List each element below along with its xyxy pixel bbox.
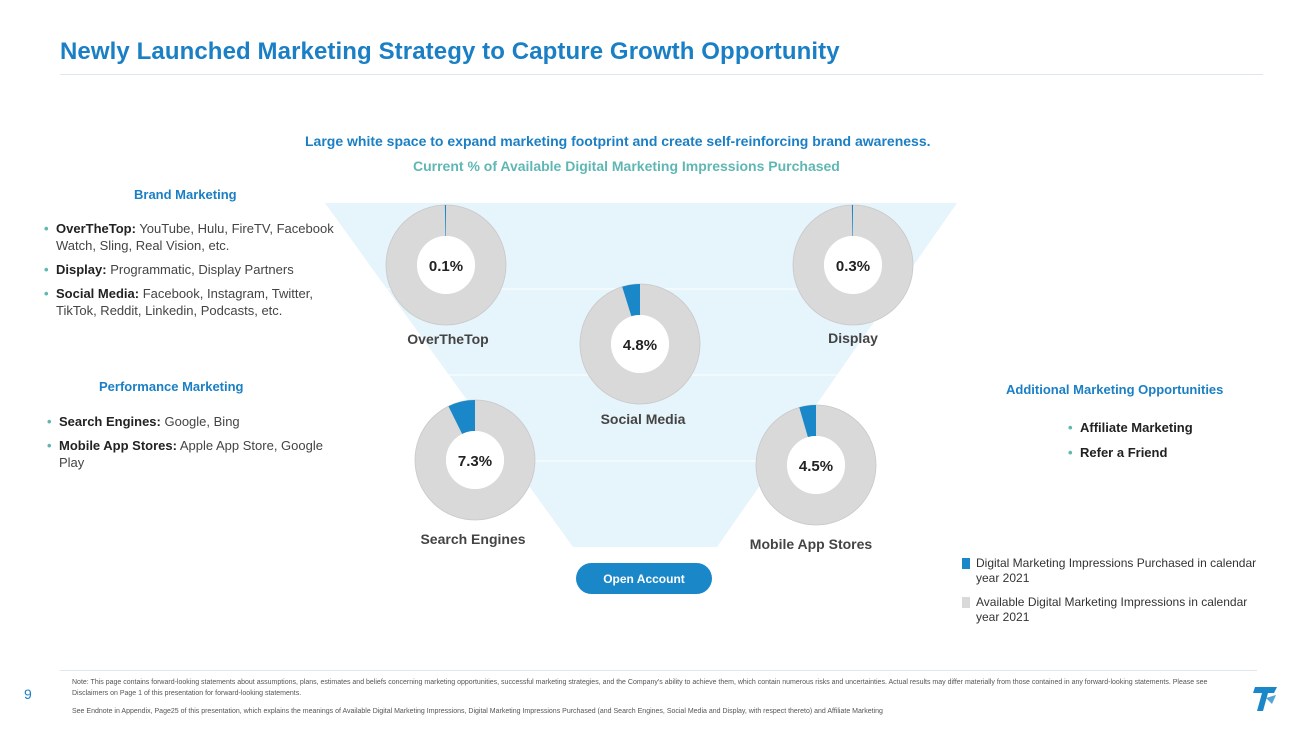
bullet-icon: • [47,414,52,429]
open-account-button[interactable]: Open Account [576,563,712,594]
donut-value-label: 4.8% [623,337,657,354]
available-slice [756,405,876,525]
available-slice [580,284,700,404]
donut-hole [611,315,669,373]
legend-swatch-purchased [962,558,970,569]
endnote: See Endnote in Appendix, Page25 of this … [72,708,883,715]
list-item: • Refer a Friend [1068,445,1168,460]
donut-hole [417,236,475,294]
disclaimer-note: Note: This page contains forward-looking… [72,679,1208,697]
legend-swatch-available [962,597,970,608]
donut-category-label: Mobile App Stores [750,536,873,552]
list-item: • Display: Programmatic, Display Partners [44,262,294,277]
performance-marketing-list: • Search Engines: Google, Bing • Mobile Ap… [47,413,337,478]
footer-divider [60,670,1257,671]
donut-hole [787,436,845,494]
list-item: • OverTheTop: YouTube, Hulu, FireTV, Face… [44,221,334,253]
title-divider [60,74,1263,75]
donut-mobile-app-stores: 4.5% Mobile App Stores [750,404,877,552]
legend-label: Available Digital Marketing Impressions … [976,595,1248,624]
list-item: • Social Media: Facebook, Instagram, Twit… [44,286,313,318]
donut-outline [414,399,536,521]
brand-marketing-title: Brand Marketing [134,187,237,202]
bullet-icon: • [1068,420,1073,435]
chart-headline: Large white space to expand marketing fo… [305,133,931,149]
funnel-shape [325,203,957,547]
list-item: • Affiliate Marketing [1068,420,1193,435]
donut-social-media: 4.8% Social Media [579,283,701,427]
legend-label: Digital Marketing Impressions Purchased … [976,556,1257,585]
brand-marketing-list: • OverTheTop: YouTube, Hulu, FireTV, Face… [44,220,344,326]
bullet-icon: • [1068,445,1073,460]
list-item: • Search Engines: Google, Bing [47,414,240,429]
donut-hole [824,236,882,294]
chart-subtitle: Current % of Available Digital Marketing… [413,158,840,174]
page-title: Newly Launched Marketing Strategy to Cap… [60,38,840,65]
donut-category-label: Search Engines [420,531,525,547]
additional-opportunities-list: • Affiliate Marketing • Refer a Friend [1068,419,1268,469]
donut-outline [792,204,914,326]
company-logo-icon [1253,687,1277,711]
donut-overthetop: 0.1% OverTheTop [385,204,507,347]
available-slice [415,400,535,520]
page-number: 9 [24,686,32,702]
donut-category-label: OverTheTop [407,331,488,347]
donut-value-label: 7.3% [458,453,492,470]
donut-category-label: Display [828,330,878,346]
available-slice [793,205,913,325]
additional-opportunities-title: Additional Marketing Opportunities [1006,382,1224,397]
purchased-slice [622,284,640,317]
donut-display: 0.3% Display [792,204,914,346]
available-slice [386,205,506,325]
bullet-icon: • [44,262,49,277]
donut-value-label: 0.1% [429,258,463,275]
purchased-slice [444,205,446,237]
purchased-slice [448,400,475,434]
bullet-icon: • [44,286,49,301]
donut-hole [446,431,504,489]
purchased-slice [851,205,853,237]
donut-value-label: 4.5% [799,458,833,475]
donut-category-label: Social Media [601,411,686,427]
performance-marketing-title: Performance Marketing [99,379,244,394]
legend-item-purchased: Digital Marketing Impressions Purchased … [962,556,1262,586]
purchased-slice [799,405,816,438]
donut-search-engines: 7.3% Search Engines [414,399,536,547]
donut-value-label: 0.3% [836,258,870,275]
legend-item-available: Available Digital Marketing Impressions … [962,595,1262,625]
donut-outline [755,404,877,526]
donut-outline [385,204,507,326]
bullet-icon: • [44,221,49,236]
list-item: • Mobile App Stores: Apple App Store, Goo… [47,438,323,470]
bullet-icon: • [47,438,52,453]
donut-outline [579,283,701,405]
